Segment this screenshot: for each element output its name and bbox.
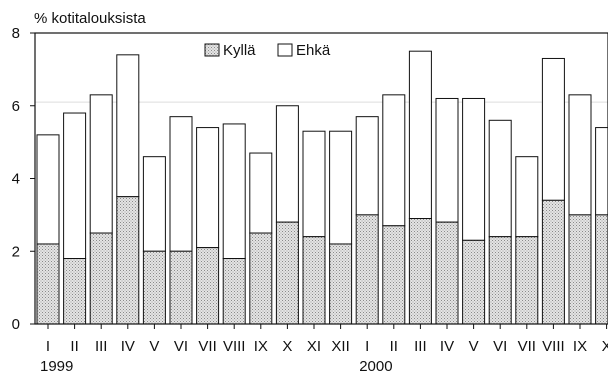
bar-ehka (89, 94, 113, 234)
bar-kylla (329, 243, 353, 325)
bar-kylla (435, 221, 459, 325)
bar-kylla (196, 247, 220, 325)
y-axis-title: % kotitalouksista (34, 10, 146, 27)
bar-ehka (382, 94, 406, 227)
bar-ehka (515, 156, 539, 238)
bar-kylla (63, 258, 87, 325)
year-label: 2000 (359, 358, 392, 374)
bar-ehka (462, 97, 486, 241)
x-tick-label: IX (254, 338, 268, 355)
bar-kylla (408, 218, 432, 325)
year-label: 1999 (40, 358, 73, 374)
bar-kylla (302, 236, 326, 325)
x-tick-label: XII (331, 338, 349, 355)
bar-kylla (116, 196, 140, 325)
bar-ehka (275, 105, 299, 223)
legend-label-kylla: Kyllä (223, 42, 256, 59)
bar-kylla (36, 243, 60, 325)
x-tick-label: II (70, 338, 78, 355)
bar-ehka (63, 112, 87, 260)
x-axis-year-labels: 1999 2000 (40, 358, 393, 374)
x-tick-label: VII (198, 338, 216, 355)
bar-kylla (541, 199, 565, 325)
bar-kylla (515, 236, 539, 325)
bar-kylla (382, 225, 406, 325)
bar-kylla (169, 250, 193, 325)
bar-ehka (488, 119, 512, 238)
bar-kylla (462, 239, 486, 325)
x-tick-label: IV (121, 338, 135, 355)
bar-ehka (568, 94, 592, 216)
bar-ehka (169, 116, 193, 252)
bar-kylla (222, 258, 246, 325)
bar-ehka (196, 127, 220, 249)
x-tick-label: V (469, 338, 479, 355)
x-tick-label: VI (493, 338, 507, 355)
bar-kylla (488, 236, 512, 325)
bar-kylla (275, 221, 299, 325)
x-tick-label: I (46, 338, 50, 355)
bar-ehka (408, 50, 432, 220)
bar-kylla (142, 250, 166, 325)
x-tick-label: III (414, 338, 427, 355)
x-tick-label: VIII (223, 338, 246, 355)
bar-kylla (249, 232, 273, 325)
x-tick-label: X (282, 338, 292, 355)
y-tick-label: 8 (12, 25, 20, 42)
y-tick-label: 4 (12, 171, 20, 188)
bar-ehka (249, 152, 273, 234)
y-axis-ticks: 0 2 4 6 8 (12, 25, 35, 333)
bar-ehka (116, 54, 140, 198)
x-axis-ticks: I II III IV V VI VII VIII IX X XI XII I II III IV V VI VII… (46, 324, 608, 355)
y-tick-label: 6 (12, 98, 20, 115)
bar-ehka (355, 116, 379, 216)
x-tick-label: VIII (542, 338, 565, 355)
bars (36, 50, 608, 325)
bar-ehka (36, 134, 60, 245)
bar-kylla (568, 214, 592, 325)
bar-ehka (541, 57, 565, 201)
legend-swatch-ehka (277, 43, 293, 57)
legend-label-ehka: Ehkä (296, 42, 331, 59)
bar-ehka (329, 130, 353, 245)
x-tick-label: II (390, 338, 398, 355)
bar-kylla (89, 232, 113, 325)
y-tick-label: 2 (12, 243, 20, 260)
bar-ehka (142, 156, 166, 252)
x-tick-label: XI (307, 338, 321, 355)
bar-ehka (222, 123, 246, 260)
y-tick-label: 0 (12, 316, 20, 333)
x-tick-label: IX (573, 338, 587, 355)
legend: Kyllä Ehkä (204, 42, 331, 59)
bar-kylla (355, 214, 379, 325)
x-tick-label: X (602, 338, 608, 355)
x-tick-label: V (149, 338, 159, 355)
bar-ehka (595, 127, 608, 216)
x-tick-label: VII (518, 338, 536, 355)
x-tick-label: IV (440, 338, 454, 355)
x-tick-label: VI (174, 338, 188, 355)
plot-frame (34, 32, 608, 325)
bar-kylla (595, 214, 608, 325)
bar-ehka (302, 130, 326, 238)
x-tick-label: I (365, 338, 369, 355)
bar-ehka (435, 97, 459, 223)
x-tick-label: III (95, 338, 108, 355)
legend-swatch-kylla (204, 43, 220, 57)
